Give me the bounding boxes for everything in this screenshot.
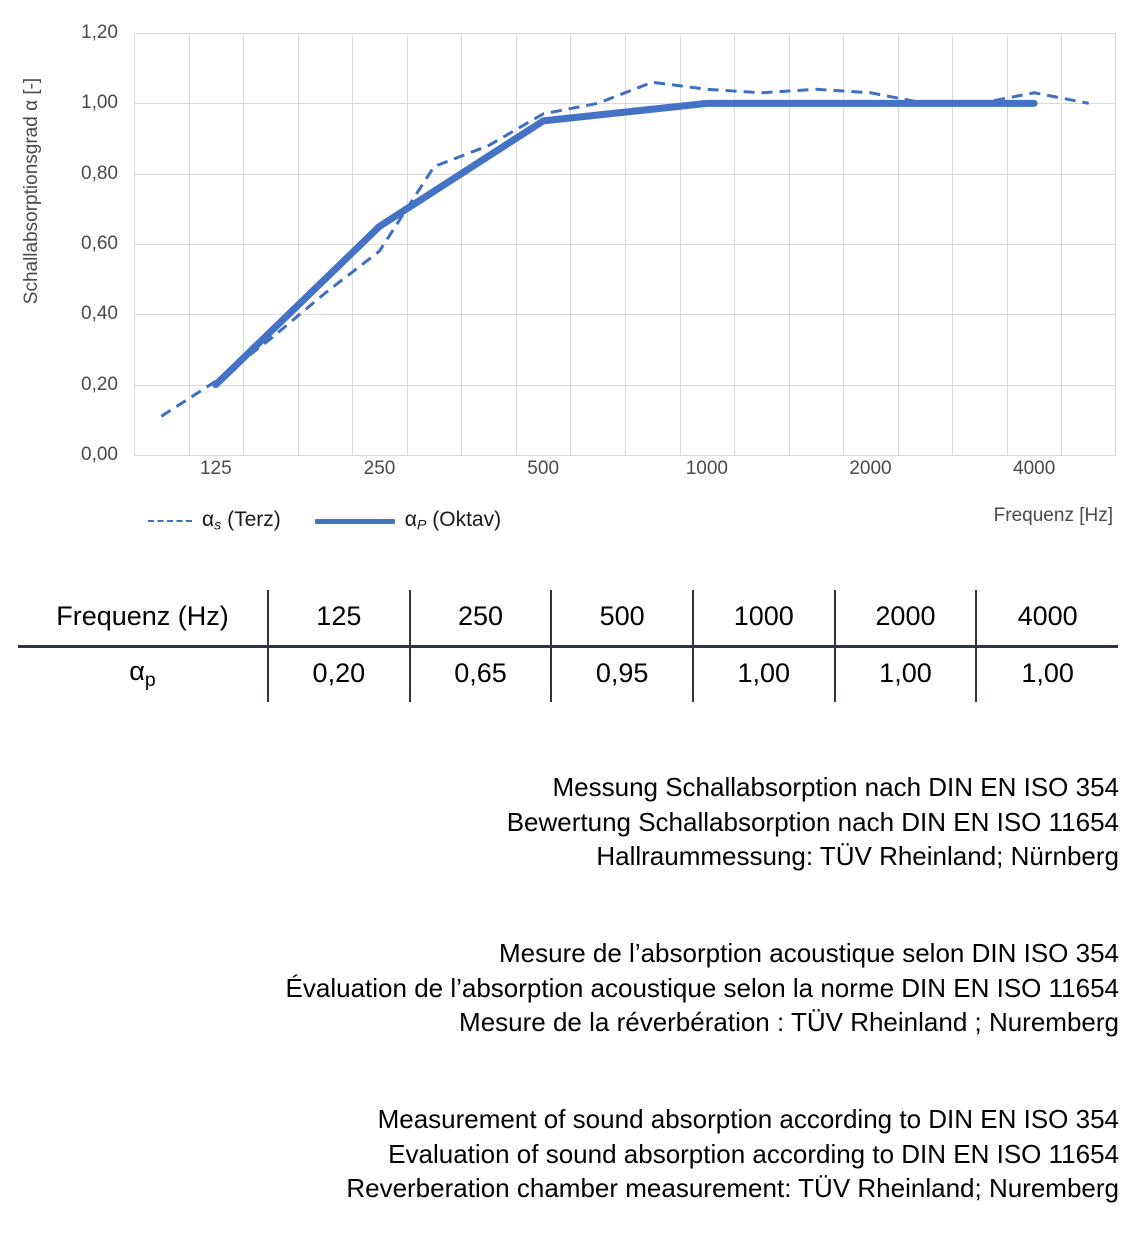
table-row-label: αp: [129, 655, 156, 691]
table-value-cell: 1,00: [833, 646, 977, 702]
table-header-cell: 500: [550, 590, 693, 648]
absorption-coefficient-table: Frequenz (Hz) 125 250 500 1000 2000 4000 αp 0…: [18, 590, 1118, 702]
horizontal-gridline: [134, 455, 1116, 456]
table-row-values: αp 0,20 0,65 0,95 1,00 1,00 1,00: [18, 646, 1118, 702]
y-axis-tick-label: 0,60: [81, 233, 118, 254]
notes-english: Measurement of sound absorption accordin…: [346, 1102, 1119, 1206]
x-axis-tick-label: 250: [363, 458, 396, 479]
x-axis-tick-label: 2000: [849, 458, 892, 479]
note-line: Évaluation de l’absorption acoustique se…: [285, 972, 1119, 1003]
horizontal-gridline: [134, 33, 1116, 34]
note-line: Hallraummessung: TÜV Rheinland; Nürnberg: [596, 841, 1119, 872]
notes-french: Mesure de l’absorption acoustique selon …: [286, 936, 1119, 1040]
x-axis-tick-label: 500: [527, 458, 560, 479]
x-axis-tick-labels: 125 250 500 1000 2000 4000: [134, 458, 1116, 490]
note-line: Reverberation chamber measurement: TÜV R…: [346, 1173, 1119, 1204]
solid-line-swatch-icon: [314, 518, 395, 524]
horizontal-gridline: [134, 103, 1116, 105]
series-alpha-p-oktav-line: [212, 99, 1038, 389]
y-axis-tick-label: 1,00: [81, 92, 118, 114]
table-header-cell: 2000: [833, 590, 977, 648]
table-value-cell: 0,65: [408, 646, 552, 702]
y-axis-tick-label: 0,20: [81, 373, 118, 395]
table-value-cell: 0,20: [267, 646, 410, 702]
table-header-cell: 4000: [975, 590, 1118, 648]
note-line: Mesure de l’absorption acoustique selon …: [498, 938, 1119, 968]
table-header-cell: 125: [267, 590, 410, 648]
y-axis-title: Schallabsorptionsgrad α [-]: [21, 77, 42, 305]
y-axis-tick-labels: 0,00 0,20 0,40 0,60 0,80 1,00 1,20: [60, 22, 126, 465]
table-header-cell: 1000: [691, 590, 835, 648]
table-header-label: Frequenz (Hz): [18, 590, 268, 648]
note-line: Bewertung Schallabsorption nach DIN EN I…: [506, 806, 1119, 837]
horizontal-gridline: [134, 244, 1116, 245]
note-line: Measurement of sound absorption accordin…: [377, 1104, 1119, 1134]
dashed-line-swatch-icon: [148, 520, 192, 522]
y-axis-tick-label: 0,00: [81, 444, 118, 465]
legend-item-alpha-p: αP (Oktav): [314, 508, 502, 534]
y-axis-tick-label: 0,40: [81, 303, 118, 325]
series-alpha-s-terz-line: [160, 80, 1090, 418]
notes-german: Messung Schallabsorption nach DIN EN ISO…: [507, 770, 1119, 874]
table-value-cell: 1,00: [691, 646, 835, 702]
note-line: Messung Schallabsorption nach DIN EN ISO…: [552, 772, 1119, 802]
legend-label-alpha-p: αP (Oktav): [404, 508, 502, 534]
table-header-cell: 250: [408, 590, 552, 648]
note-line: Mesure de la réverbération : TÜV Rheinla…: [459, 1007, 1119, 1038]
y-axis-tick-label: 1,20: [81, 22, 118, 43]
note-line: Evaluation of sound absorption according…: [388, 1138, 1119, 1169]
x-axis-tick-label: 4000: [1013, 458, 1056, 479]
horizontal-gridline: [134, 384, 1116, 386]
legend-label-alpha-s: αs (Terz): [202, 508, 281, 534]
table-row-header: Frequenz (Hz) 125 250 500 1000 2000 4000: [18, 590, 1118, 648]
table-value-cell: 1,00: [975, 646, 1118, 702]
plot-area: [134, 33, 1116, 456]
x-axis-tick-label: 125: [199, 458, 232, 479]
chart-legend: αs (Terz) αP (Oktav): [148, 504, 501, 538]
legend-item-alpha-s: αs (Terz): [148, 508, 281, 534]
chart-series-svg: [160, 80, 1090, 418]
x-axis-tick-label: 1000: [685, 458, 728, 479]
absorption-chart: Schallabsorptionsgrad α [-] 0,00 0,20 0,40…: [0, 0, 1135, 560]
x-axis-title: Frequenz [Hz]: [993, 505, 1113, 526]
table-value-cell: 0,95: [550, 646, 693, 702]
horizontal-gridline: [134, 173, 1116, 175]
y-axis-tick-label: 0,80: [81, 162, 118, 184]
horizontal-gridline: [134, 314, 1116, 316]
